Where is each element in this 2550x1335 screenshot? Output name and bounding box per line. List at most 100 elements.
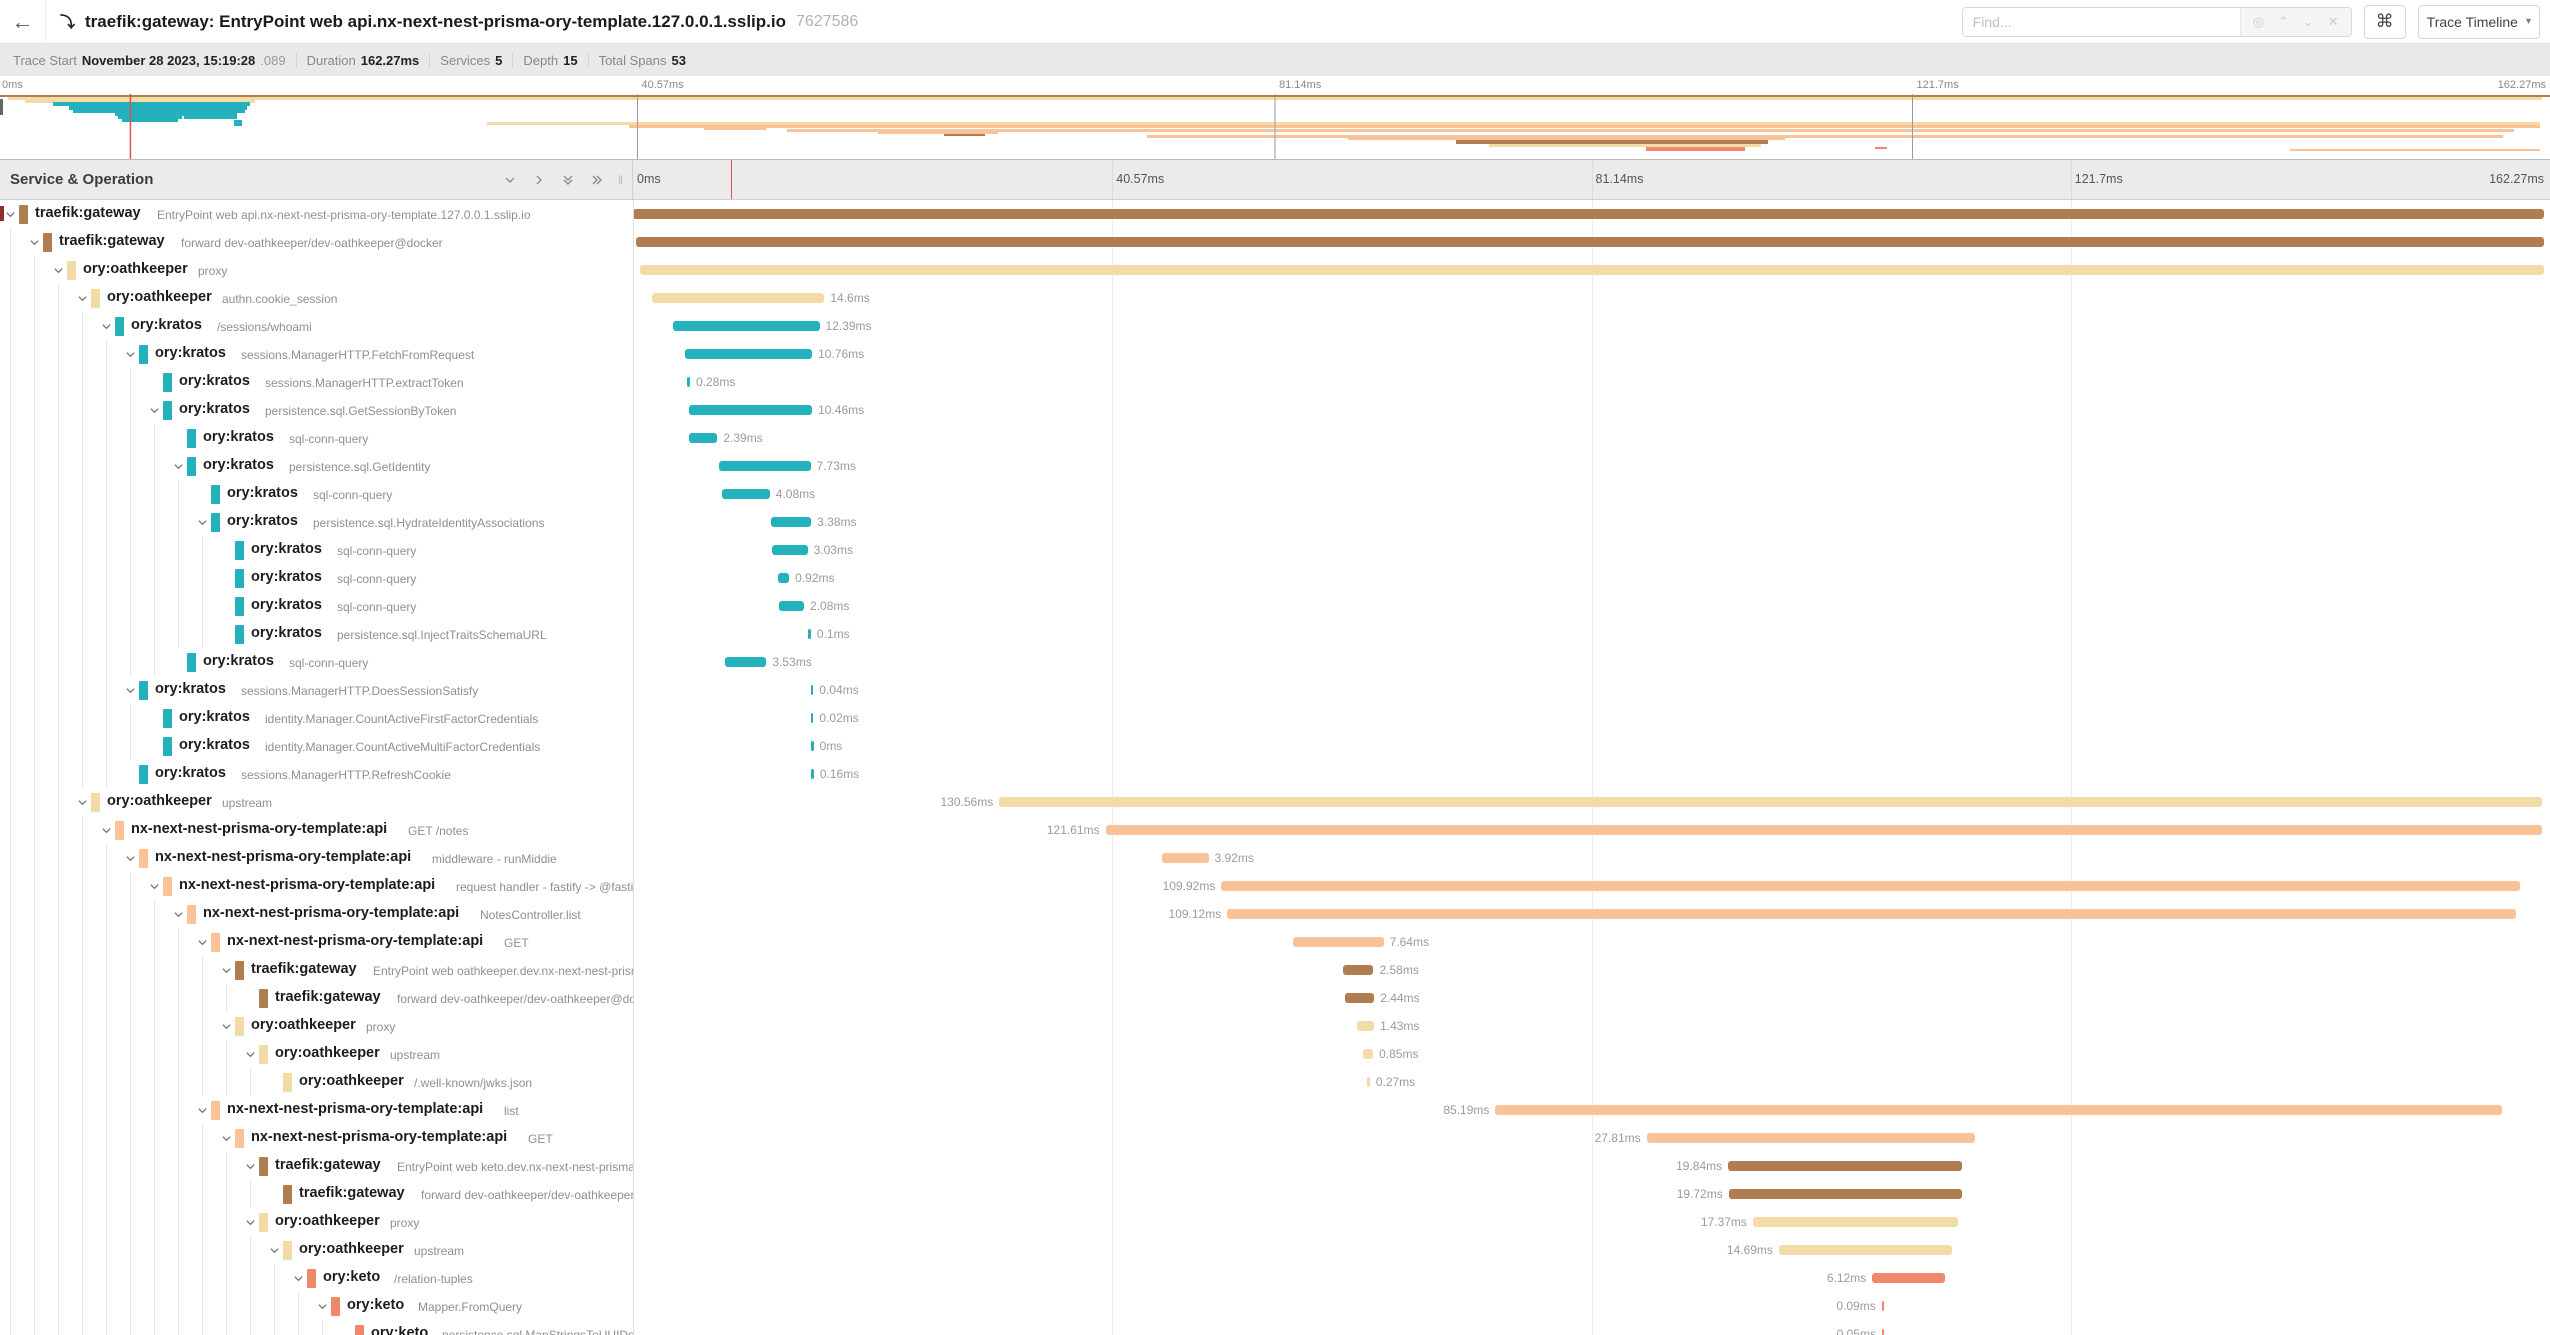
span-name-cell[interactable]: ory:kratos sql-conn-query: [0, 564, 633, 592]
column-resizer[interactable]: ‖: [618, 172, 624, 187]
span-tree-toggle[interactable]: [172, 460, 184, 472]
span-row[interactable]: ory:oathkeeper proxy 1.43ms: [0, 1012, 2550, 1040]
span-row[interactable]: ory:oathkeeper upstream 0.85ms: [0, 1040, 2550, 1068]
span-row[interactable]: nx-next-nest-prisma-ory-template:api list…: [0, 1096, 2550, 1124]
span-lane[interactable]: [633, 256, 2550, 284]
span-tree-toggle[interactable]: [76, 292, 88, 304]
span-lane[interactable]: 0.05ms: [633, 1320, 2550, 1335]
span-bar[interactable]: [778, 573, 790, 583]
span-name-cell[interactable]: ory:oathkeeper authn.cookie_session: [0, 284, 633, 312]
span-bar[interactable]: [779, 601, 805, 611]
span-bar[interactable]: [1345, 993, 1375, 1003]
span-row[interactable]: ory:kratos sql-conn-query 2.08ms: [0, 592, 2550, 620]
span-row[interactable]: ory:kratos persistence.sql.InjectTraitsSc…: [0, 620, 2550, 648]
span-lane[interactable]: 130.56ms: [633, 788, 2550, 816]
span-name-cell[interactable]: nx-next-nest-prisma-ory-template:api Note…: [0, 900, 633, 928]
span-row[interactable]: ory:kratos sql-conn-query 3.53ms: [0, 648, 2550, 676]
span-bar[interactable]: [771, 545, 808, 555]
span-row[interactable]: ory:kratos sql-conn-query 0.92ms: [0, 564, 2550, 592]
span-name-cell[interactable]: ory:oathkeeper proxy: [0, 1208, 633, 1236]
span-name-cell[interactable]: nx-next-nest-prisma-ory-template:api GET …: [0, 816, 633, 844]
span-name-cell[interactable]: ory:kratos/sessions/whoami: [0, 312, 633, 340]
span-lane[interactable]: 19.72ms: [633, 1180, 2550, 1208]
collapse-one-icon[interactable]: [503, 173, 517, 187]
span-name-cell[interactable]: ory:kratos persistence.sql.HydrateIdentit…: [0, 508, 633, 536]
span-row[interactable]: ory:kratos sql-conn-query 3.03ms: [0, 536, 2550, 564]
span-tree-toggle[interactable]: [4, 208, 16, 220]
span-lane[interactable]: 3.38ms: [633, 508, 2550, 536]
span-bar[interactable]: [1495, 1105, 2502, 1115]
span-lane[interactable]: 1.43ms: [633, 1012, 2550, 1040]
span-lane[interactable]: 3.03ms: [633, 536, 2550, 564]
span-row[interactable]: ory:kratos/sessions/whoami 12.39ms: [0, 312, 2550, 340]
span-lane[interactable]: 0ms: [633, 732, 2550, 760]
span-row[interactable]: traefik:gateway forward dev-oathkeeper/de…: [0, 1180, 2550, 1208]
span-tree-toggle[interactable]: [76, 796, 88, 808]
span-name-cell[interactable]: traefik:gateway forward dev-oathkeeper/de…: [0, 1180, 633, 1208]
span-tree-toggle[interactable]: [124, 348, 136, 360]
span-lane[interactable]: 7.64ms: [633, 928, 2550, 956]
chevron-down-icon[interactable]: ⤵: [60, 14, 76, 31]
span-bar[interactable]: [651, 293, 825, 303]
span-name-cell[interactable]: traefik:gateway EntryPoint web api.nx-nex…: [0, 200, 633, 228]
span-name-cell[interactable]: ory:oathkeeper upstream: [0, 788, 633, 816]
span-lane[interactable]: 12.39ms: [633, 312, 2550, 340]
span-lane[interactable]: 2.08ms: [633, 592, 2550, 620]
span-bar[interactable]: [684, 349, 813, 359]
locate-match-icon[interactable]: ◎: [2252, 13, 2264, 29]
span-row[interactable]: nx-next-nest-prisma-ory-template:api GET 2…: [0, 1124, 2550, 1152]
span-row[interactable]: ory:kratos persistence.sql.HydrateIdentit…: [0, 508, 2550, 536]
span-bar[interactable]: [688, 405, 813, 415]
span-lane[interactable]: 0.16ms: [633, 760, 2550, 788]
span-bar[interactable]: [1227, 909, 2517, 919]
span-row[interactable]: ory:kratos identity.Manager.CountActiveFi…: [0, 704, 2550, 732]
timeline-ruler[interactable]: 0ms 40.57ms 81.14ms 121.7ms 162.27ms: [633, 160, 2550, 199]
span-tree-toggle[interactable]: [28, 236, 40, 248]
span-tree-toggle[interactable]: [196, 936, 208, 948]
span-bar[interactable]: [810, 685, 814, 695]
span-lane[interactable]: 2.44ms: [633, 984, 2550, 1012]
prev-match-icon[interactable]: ⌃: [2277, 13, 2289, 29]
span-tree-toggle[interactable]: [148, 404, 160, 416]
span-lane[interactable]: 109.92ms: [633, 872, 2550, 900]
span-name-cell[interactable]: ory:kratos sql-conn-query: [0, 592, 633, 620]
collapse-all-icon[interactable]: [561, 173, 575, 187]
span-name-cell[interactable]: ory:oathkeeper upstream: [0, 1040, 633, 1068]
span-name-cell[interactable]: ory:kratos persistence.sql.GetIdentity: [0, 452, 633, 480]
span-tree-toggle[interactable]: [196, 516, 208, 528]
span-bar[interactable]: [1363, 1049, 1374, 1059]
span-row[interactable]: ory:oathkeeper /.well-known/jwks.json 0.27…: [0, 1068, 2550, 1096]
span-row[interactable]: traefik:gateway forward dev-oathkeeper/de…: [0, 228, 2550, 256]
span-name-cell[interactable]: ory:kratos sessions.ManagerHTTP.extractTo…: [0, 368, 633, 396]
span-row[interactable]: ory:oathkeeper authn.cookie_session 14.6ms: [0, 284, 2550, 312]
span-bar[interactable]: [808, 629, 811, 639]
span-row[interactable]: traefik:gateway EntryPoint web oathkeeper…: [0, 956, 2550, 984]
span-name-cell[interactable]: traefik:gateway forward dev-oathkeeper/de…: [0, 984, 633, 1012]
span-lane[interactable]: 10.46ms: [633, 396, 2550, 424]
span-row[interactable]: ory:kratos sql-conn-query 2.39ms: [0, 424, 2550, 452]
span-bar[interactable]: [1881, 1301, 1885, 1311]
span-row[interactable]: ory:kratos sessions.ManagerHTTP.FetchFrom…: [0, 340, 2550, 368]
minimap-viewport-handle[interactable]: [0, 99, 3, 115]
span-tree-toggle[interactable]: [100, 824, 112, 836]
span-name-cell[interactable]: ory:keto/relation-tuples: [0, 1264, 633, 1292]
span-name-cell[interactable]: ory:keto persistence.sql.MapStringsToUUID…: [0, 1320, 633, 1335]
span-bar[interactable]: [724, 657, 767, 667]
span-row[interactable]: ory:kratos sessions.ManagerHTTP.extractTo…: [0, 368, 2550, 396]
span-bar[interactable]: [811, 769, 814, 779]
span-bar[interactable]: [686, 377, 691, 387]
span-lane[interactable]: 4.08ms: [633, 480, 2550, 508]
span-bar[interactable]: [673, 321, 820, 331]
span-row[interactable]: ory:keto/relation-tuples 6.12ms: [0, 1264, 2550, 1292]
span-name-cell[interactable]: ory:oathkeeper proxy: [0, 256, 633, 284]
span-tree-toggle[interactable]: [244, 1048, 256, 1060]
span-bar[interactable]: [811, 741, 814, 751]
minimap-graph[interactable]: [0, 94, 2550, 159]
span-lane[interactable]: 6.12ms: [633, 1264, 2550, 1292]
span-row[interactable]: nx-next-nest-prisma-ory-template:api GET 7…: [0, 928, 2550, 956]
span-name-cell[interactable]: traefik:gateway EntryPoint web oathkeeper…: [0, 956, 633, 984]
span-bar[interactable]: [1728, 1189, 1962, 1199]
span-tree-toggle[interactable]: [244, 1160, 256, 1172]
span-row[interactable]: ory:keto Mapper.FromQuery 0.09ms: [0, 1292, 2550, 1320]
span-bar[interactable]: [1221, 881, 2520, 891]
